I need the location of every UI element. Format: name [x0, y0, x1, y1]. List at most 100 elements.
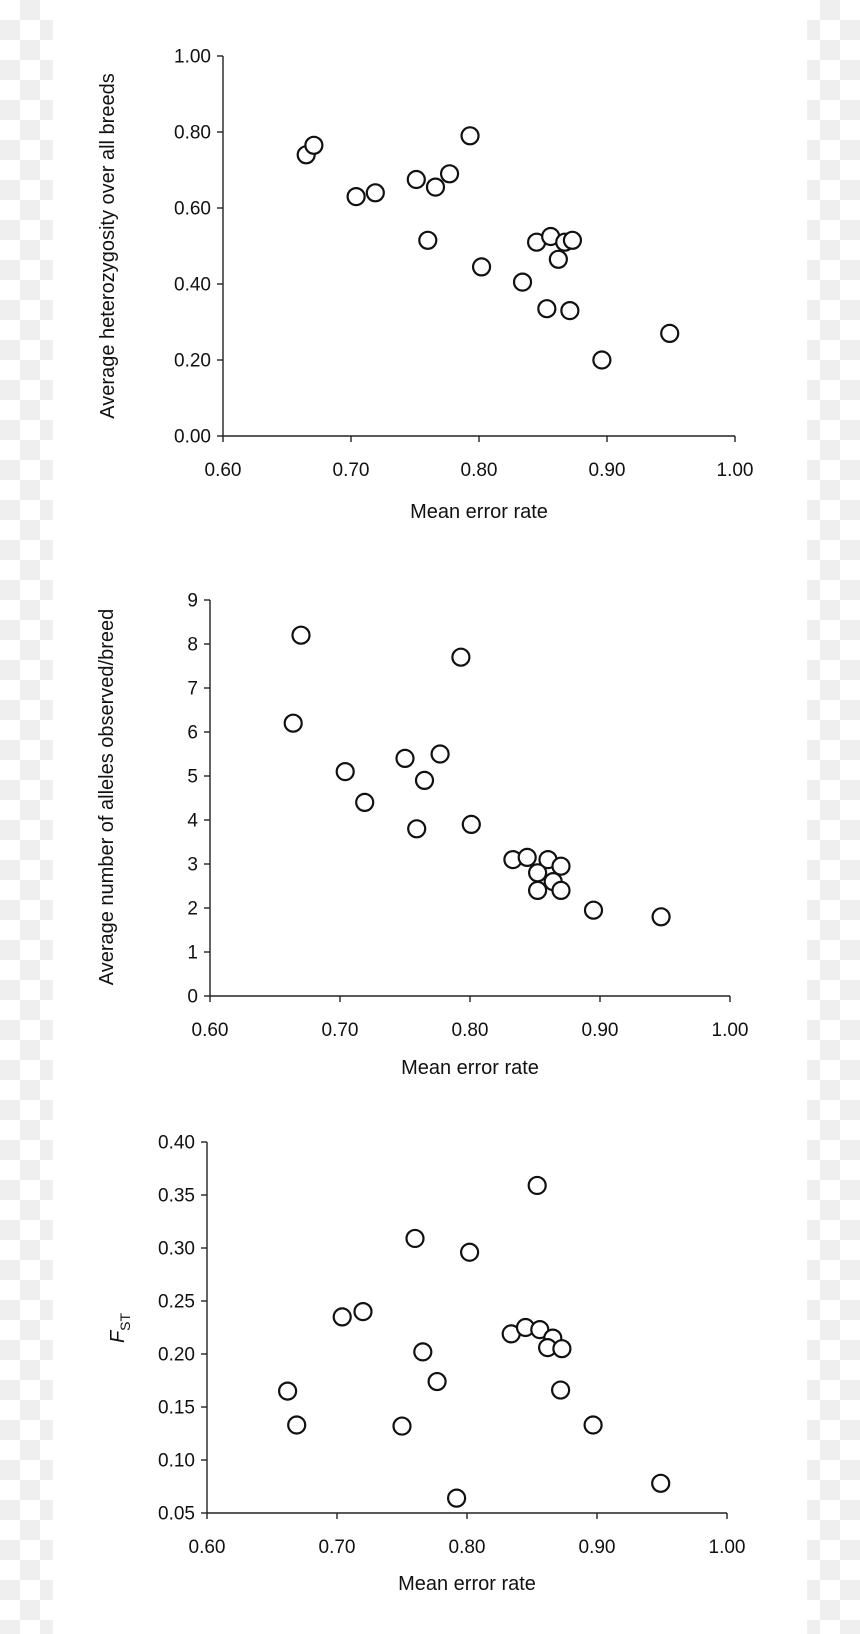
data-point — [447, 1488, 467, 1508]
y-tick-label: 0.20 — [174, 351, 211, 372]
data-point — [278, 1381, 298, 1401]
data-point — [287, 1415, 307, 1435]
data-point — [406, 169, 426, 190]
figure-panel: 0.00 0.20 0.40 0.60 0.80 1.00 0.60 0.70 0.80 0.9… — [53, 0, 807, 1634]
data-point — [548, 249, 568, 269]
y-tick-label: 0.05 — [158, 1504, 195, 1525]
y-tick-label: 0.40 — [158, 1133, 195, 1154]
y-tick-label: 1.00 — [174, 47, 211, 68]
data-point — [425, 177, 446, 197]
data-point — [407, 819, 427, 839]
chart-fst: 0.05 0.10 0.15 0.20 0.25 0.30 0.35 0.40 0.60 0.7… — [107, 1133, 745, 1596]
data-point — [413, 1342, 433, 1362]
data-point — [562, 230, 583, 250]
data-point — [528, 880, 548, 901]
data-point — [512, 272, 533, 292]
chart-alleles: 0 1 2 3 4 5 6 7 8 9 0.60 0.70 0.80 0.90 1.00 Mean err… — [96, 591, 748, 1080]
y-tick-label: 0.25 — [158, 1292, 195, 1313]
data-point — [592, 350, 612, 370]
charts-svg: 0.00 0.20 0.40 0.60 0.80 1.00 0.60 0.70 0.80 0.9… — [96, 47, 753, 1596]
data-point — [304, 135, 324, 155]
data-point — [332, 1307, 352, 1327]
y-tick-label: 2 — [187, 899, 198, 920]
y-tick-label: 0.30 — [158, 1239, 195, 1260]
data-point — [355, 792, 375, 813]
x-tick-label: 0.90 — [579, 1537, 616, 1558]
y-axis-title: FST — [107, 1312, 133, 1343]
data-point — [460, 126, 480, 146]
x-tick-label: 0.80 — [452, 1020, 489, 1041]
data-point — [651, 1473, 671, 1493]
x-tick-label: 0.60 — [189, 1537, 226, 1558]
y-tick-label: 0.15 — [158, 1398, 195, 1419]
data-point — [291, 625, 311, 645]
x-tick-label: 0.60 — [192, 1020, 229, 1041]
data-point — [430, 744, 450, 764]
data-point — [392, 1416, 412, 1436]
y-axis-title: Average heterozygosity over all breeds — [97, 73, 119, 418]
y-tick-label: 0.20 — [158, 1345, 195, 1366]
data-point — [551, 1380, 571, 1400]
x-tick-label: 0.70 — [319, 1537, 356, 1558]
data-point — [460, 1242, 480, 1262]
data-point — [583, 900, 604, 920]
data-point — [528, 863, 548, 883]
x-tick-label: 0.90 — [589, 460, 626, 481]
x-axis-title: Mean error rate — [401, 1057, 539, 1079]
data-point — [353, 1301, 373, 1322]
x-tick-label: 0.90 — [582, 1020, 619, 1041]
data-point — [517, 847, 537, 868]
data-point — [283, 713, 303, 733]
x-tick-label: 0.80 — [449, 1537, 486, 1558]
x-tick-label: 0.80 — [461, 460, 498, 481]
data-point — [439, 164, 460, 184]
data-point — [418, 230, 438, 250]
data-point — [527, 1175, 547, 1196]
y-tick-label: 7 — [187, 679, 198, 700]
data-point — [552, 1339, 572, 1359]
x-tick-label: 0.60 — [205, 460, 242, 481]
data-point — [365, 183, 385, 203]
y-axis-title-main: F — [107, 1329, 129, 1343]
x-tick-label: 0.70 — [322, 1020, 359, 1041]
data-point — [660, 323, 680, 343]
x-tick-label: 1.00 — [709, 1537, 746, 1558]
data-point — [451, 647, 471, 667]
data-point — [471, 257, 492, 277]
data-point — [651, 907, 671, 927]
y-tick-label: 0.35 — [158, 1186, 195, 1207]
data-point — [427, 1371, 447, 1392]
x-tick-label: 0.70 — [333, 460, 370, 481]
data-point — [551, 856, 571, 876]
y-tick-label: 0.10 — [158, 1451, 195, 1472]
x-axis-title: Mean error rate — [398, 1573, 536, 1595]
y-tick-label: 9 — [187, 591, 198, 612]
y-tick-label: 1 — [187, 943, 198, 964]
chart-heterozygosity: 0.00 0.20 0.40 0.60 0.80 1.00 0.60 0.70 0.80 0.9… — [97, 47, 753, 524]
y-tick-label: 0.80 — [174, 123, 211, 144]
data-point — [583, 1415, 603, 1435]
y-tick-label: 0.60 — [174, 199, 211, 220]
y-tick-label: 3 — [187, 855, 198, 876]
data-point — [346, 187, 366, 207]
x-tick-label: 1.00 — [717, 460, 754, 481]
data-point — [537, 299, 557, 319]
data-point — [530, 1320, 550, 1340]
y-tick-label: 8 — [187, 635, 198, 656]
y-tick-label: 0.00 — [174, 427, 211, 448]
data-point — [560, 301, 580, 321]
y-axis-title-sub: ST — [117, 1312, 133, 1330]
y-axis-title: Average number of alleles observed/breed — [96, 609, 118, 986]
y-tick-label: 0 — [187, 987, 198, 1008]
y-tick-label: 0.40 — [174, 275, 211, 296]
data-point — [461, 814, 481, 835]
y-tick-label: 4 — [187, 811, 198, 832]
data-point — [395, 748, 415, 769]
y-tick-label: 6 — [187, 723, 198, 744]
x-axis-title: Mean error rate — [410, 501, 548, 523]
data-point — [405, 1228, 425, 1249]
data-point — [335, 761, 355, 782]
x-tick-label: 1.00 — [712, 1020, 749, 1041]
y-tick-label: 5 — [187, 767, 198, 788]
data-point — [551, 880, 571, 901]
